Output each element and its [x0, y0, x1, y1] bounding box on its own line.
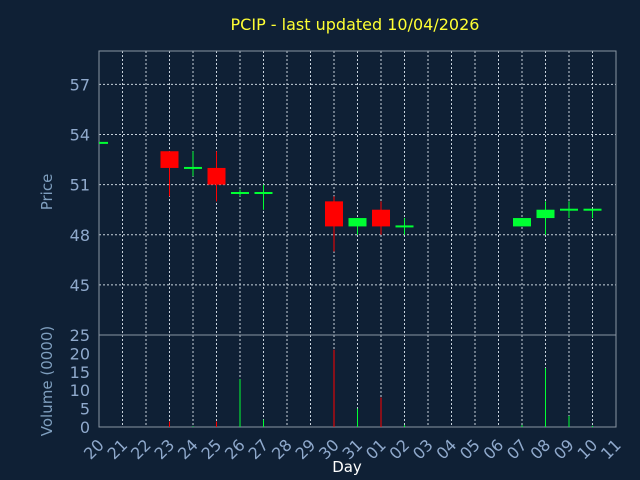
candle-body	[231, 192, 249, 194]
candle-body	[372, 209, 390, 227]
volume-tick-label: 25	[70, 326, 90, 345]
candle-body	[348, 218, 367, 227]
volume-tick-label: 0	[80, 418, 90, 437]
candle-body	[99, 141, 108, 144]
price-panel: 45 48 51 54 57	[70, 50, 617, 336]
candle-24	[184, 151, 202, 177]
candle-body	[536, 209, 555, 219]
candle-body	[583, 208, 602, 211]
candle-01	[372, 201, 390, 235]
price-tick-label: 51	[70, 176, 90, 195]
candle-31	[348, 218, 367, 235]
candle-07	[513, 218, 531, 227]
candle-02	[395, 218, 414, 235]
candle-body	[184, 166, 202, 169]
volume-tick-label: 5	[80, 400, 90, 419]
candle-10	[583, 208, 602, 219]
candle-27	[254, 184, 273, 210]
candle-body	[254, 192, 273, 194]
price-axis-label: Price	[38, 174, 56, 211]
candle-body	[560, 208, 578, 211]
chart-title: PCIP - last updated 10/04/2026	[231, 15, 480, 34]
candle-body	[160, 151, 179, 168]
candle-23	[160, 151, 179, 197]
x-tick-label: 11	[597, 435, 625, 463]
price-tick-label: 45	[70, 276, 90, 295]
candle-08	[536, 201, 555, 235]
volume-tick-label: 10	[70, 381, 90, 400]
candle-09	[560, 201, 578, 219]
volume-axis-label: Volume (0000)	[38, 326, 56, 436]
volume-tick-label: 20	[70, 344, 90, 363]
candle-25	[207, 151, 226, 202]
price-tick-label: 57	[70, 75, 90, 94]
candle-body	[207, 167, 226, 185]
candle-20	[99, 141, 108, 144]
candle-body	[395, 225, 414, 228]
x-axis-label: Day	[332, 458, 362, 476]
candle-body	[325, 201, 343, 227]
price-tick-label: 48	[70, 226, 90, 245]
candle-30	[325, 196, 343, 252]
price-tick-label: 54	[70, 126, 90, 145]
volume-tick-label: 15	[70, 363, 90, 382]
candle-body	[513, 218, 531, 227]
candle-26	[231, 189, 249, 197]
